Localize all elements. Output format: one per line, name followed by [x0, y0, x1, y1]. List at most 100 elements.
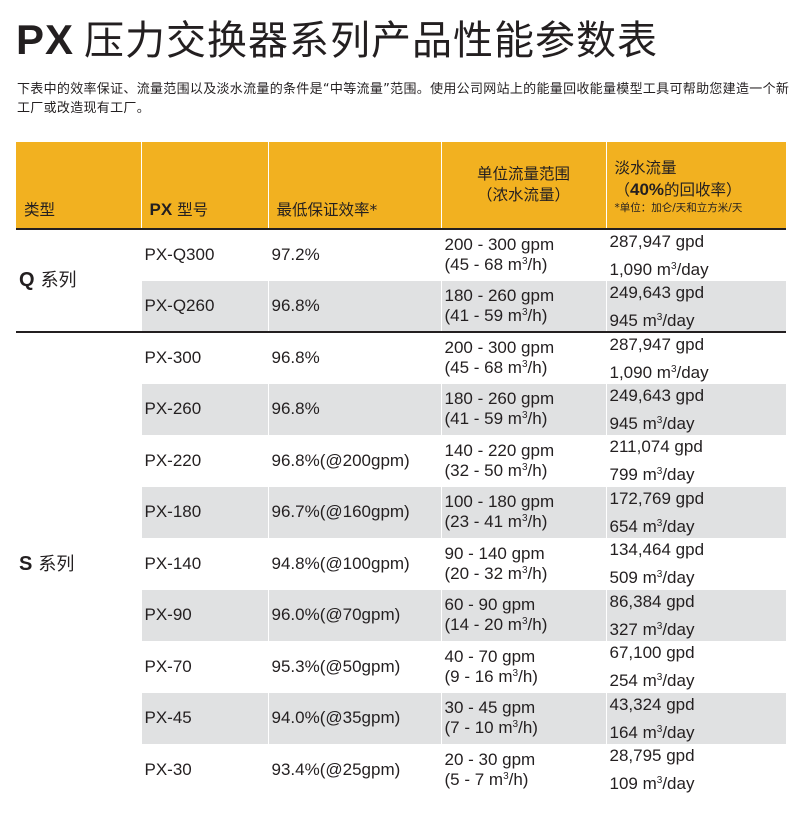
header-model: PX 型号: [140, 142, 268, 229]
freshwater-m3day: 799 m3/day: [609, 465, 695, 484]
efficiency-cell: 96.8%: [267, 331, 441, 384]
freshwater-cell: 211,074 gpd 799 m3/day: [605, 435, 786, 487]
flow-gpm: 20 - 30 gpm: [444, 749, 536, 769]
model-cell: PX-30: [140, 744, 268, 796]
header-flow-line1: 单位流量范围: [476, 165, 570, 183]
freshwater-gpd: 28,795 gpd: [609, 746, 695, 765]
table-row: Q 系列 PX-Q300 97.2% 200 - 300 gpm (45 - 68 m3/…: [16, 228, 786, 332]
freshwater-gpd: 287,947 gpd: [609, 232, 705, 251]
flow-range-cell: 60 - 90 gpm (14 - 20 m3/h): [440, 589, 606, 641]
flow-m3h: (32 - 50 m3/h): [444, 460, 548, 480]
header-flow-range: 单位流量范围 （浓水流量）: [440, 142, 606, 229]
efficiency-cell: 96.8%: [267, 383, 441, 435]
flow-range-cell: 200 - 300 gpm (45 - 68 m3/h): [440, 331, 606, 384]
table-row: PX-70 95.3%(@50gpm) 40 - 70 gpm (9 - 16 m3/…: [16, 641, 786, 693]
model-cell: PX-180: [140, 486, 268, 538]
flow-m3h: (23 - 41 m3/h): [444, 512, 548, 532]
flow-m3h: (41 - 59 m3/h): [444, 305, 548, 325]
series-word: 系列: [40, 270, 77, 291]
series-label: Q 系列: [16, 228, 141, 332]
model-cell: PX-90: [140, 589, 268, 641]
table-row: PX-260 96.8% 180 - 260 gpm (41 - 59 m3/h) 24…: [16, 383, 786, 435]
table-row: S 系列 PX-300 96.8% 200 - 300 gpm (45 - 68 m3/h…: [16, 331, 786, 796]
model-cell: PX-300: [140, 331, 268, 384]
flow-range-cell: 200 - 300 gpm (45 - 68 m3/h): [440, 228, 606, 281]
header-type: 类型: [16, 142, 141, 229]
efficiency-cell: 96.8%(@200gpm): [267, 435, 441, 487]
flow-gpm: 100 - 180 gpm: [444, 492, 555, 512]
header-fresh-line1: 淡水流量: [614, 159, 677, 177]
series-label: S 系列: [16, 331, 141, 796]
flow-m3h: (41 - 59 m3/h): [444, 409, 548, 429]
freshwater-cell: 86,384 gpd 327 m3/day: [605, 589, 786, 641]
series-letter: Q: [19, 269, 35, 291]
flow-gpm: 90 - 140 gpm: [444, 543, 545, 563]
freshwater-m3day: 109 m3/day: [609, 774, 695, 793]
table-body: Q 系列 PX-Q300 97.2% 200 - 300 gpm (45 - 68 m3/…: [16, 228, 786, 796]
model-cell: PX-220: [140, 435, 268, 487]
model-cell: PX-140: [140, 538, 268, 590]
freshwater-gpd: 43,324 gpd: [609, 694, 695, 714]
freshwater-cell: 67,100 gpd 254 m3/day: [605, 641, 786, 693]
page-title: PX 压力交换器系列产品性能参数表: [16, 10, 658, 71]
freshwater-cell: 249,643 gpd 945 m3/day: [605, 280, 786, 332]
flow-m3h: (45 - 68 m3/h): [444, 255, 548, 275]
flow-range-cell: 30 - 45 gpm (7 - 10 m3/h): [440, 692, 606, 744]
header-efficiency: 最低保证效率*: [267, 142, 441, 229]
flow-gpm: 40 - 70 gpm: [444, 646, 536, 666]
freshwater-m3day: 945 m3/day: [609, 310, 695, 330]
efficiency-cell: 93.4%(@25gpm): [267, 744, 441, 796]
efficiency-cell: 94.8%(@100gpm): [267, 538, 441, 590]
series-word: 系列: [38, 553, 75, 575]
flow-range-cell: 40 - 70 gpm (9 - 16 m3/h): [440, 641, 606, 693]
flow-range-cell: 90 - 140 gpm (20 - 32 m3/h): [440, 538, 606, 590]
header-model-label: 型号: [172, 201, 209, 219]
flow-gpm: 140 - 220 gpm: [444, 440, 555, 460]
flow-m3h: (20 - 32 m3/h): [444, 563, 548, 583]
freshwater-m3day: 654 m3/day: [609, 516, 695, 536]
freshwater-gpd: 86,384 gpd: [609, 591, 695, 611]
title-text: 压力交换器系列产品性能参数表: [84, 18, 659, 64]
efficiency-cell: 96.0%(@70gpm): [267, 589, 441, 641]
freshwater-m3day: 254 m3/day: [609, 671, 695, 690]
performance-table: 类型 PX 型号 最低保证效率* 单位流量范围 （浓水流量） 淡水流量 （40%的回…: [16, 142, 786, 796]
efficiency-cell: 94.0%(@35gpm): [267, 692, 441, 744]
efficiency-cell: 96.7%(@160gpm): [267, 486, 441, 538]
table-header-row: 类型 PX 型号 最低保证效率* 单位流量范围 （浓水流量） 淡水流量 （40%的回…: [16, 142, 786, 229]
freshwater-gpd: 249,643 gpd: [609, 385, 705, 405]
title-prefix: PX: [16, 16, 75, 63]
freshwater-gpd: 134,464 gpd: [609, 540, 705, 559]
table-row: PX-30 93.4%(@25gpm) 20 - 30 gpm (5 - 7 m3/h…: [16, 744, 786, 796]
table-row: PX-180 96.7%(@160gpm) 100 - 180 gpm (23 - 4…: [16, 486, 786, 538]
freshwater-cell: 249,643 gpd 945 m3/day: [605, 383, 786, 435]
freshwater-m3day: 509 m3/day: [609, 568, 695, 587]
freshwater-m3day: 1,090 m3/day: [609, 260, 709, 279]
table-row: PX-220 96.8%(@200gpm) 140 - 220 gpm (32 - 5…: [16, 435, 786, 487]
flow-range-cell: 100 - 180 gpm (23 - 41 m3/h): [440, 486, 606, 538]
header-fresh-unit: *单位：加仑/天和立方米/天: [614, 202, 743, 214]
freshwater-m3day: 164 m3/day: [609, 722, 695, 742]
flow-m3h: (5 - 7 m3/h): [444, 769, 529, 789]
freshwater-cell: 172,769 gpd 654 m3/day: [605, 486, 786, 538]
flow-range-cell: 180 - 260 gpm (41 - 59 m3/h): [440, 280, 606, 332]
efficiency-cell: 96.8%: [267, 280, 441, 332]
model-cell: PX-Q260: [140, 280, 268, 332]
flow-m3h: (45 - 68 m3/h): [444, 358, 548, 378]
freshwater-cell: 287,947 gpd 1,090 m3/day: [605, 228, 786, 281]
efficiency-cell: 95.3%(@50gpm): [267, 641, 441, 693]
efficiency-cell: 97.2%: [267, 228, 441, 281]
model-cell: PX-70: [140, 641, 268, 693]
series-letter: S: [19, 552, 33, 575]
flow-m3h: (9 - 16 m3/h): [444, 666, 538, 686]
flow-gpm: 200 - 300 gpm: [444, 235, 555, 255]
freshwater-cell: 287,947 gpd 1,090 m3/day: [605, 331, 786, 384]
freshwater-m3day: 945 m3/day: [609, 413, 695, 433]
flow-m3h: (7 - 10 m3/h): [444, 718, 538, 738]
freshwater-gpd: 172,769 gpd: [609, 488, 705, 508]
flow-gpm: 30 - 45 gpm: [444, 698, 536, 718]
flow-m3h: (14 - 20 m3/h): [444, 615, 548, 635]
header-model-prefix: PX: [149, 200, 173, 219]
flow-gpm: 180 - 260 gpm: [444, 389, 555, 409]
table-row: PX-45 94.0%(@35gpm) 30 - 45 gpm (7 - 10 m3/…: [16, 692, 786, 744]
freshwater-cell: 134,464 gpd 509 m3/day: [605, 538, 786, 590]
